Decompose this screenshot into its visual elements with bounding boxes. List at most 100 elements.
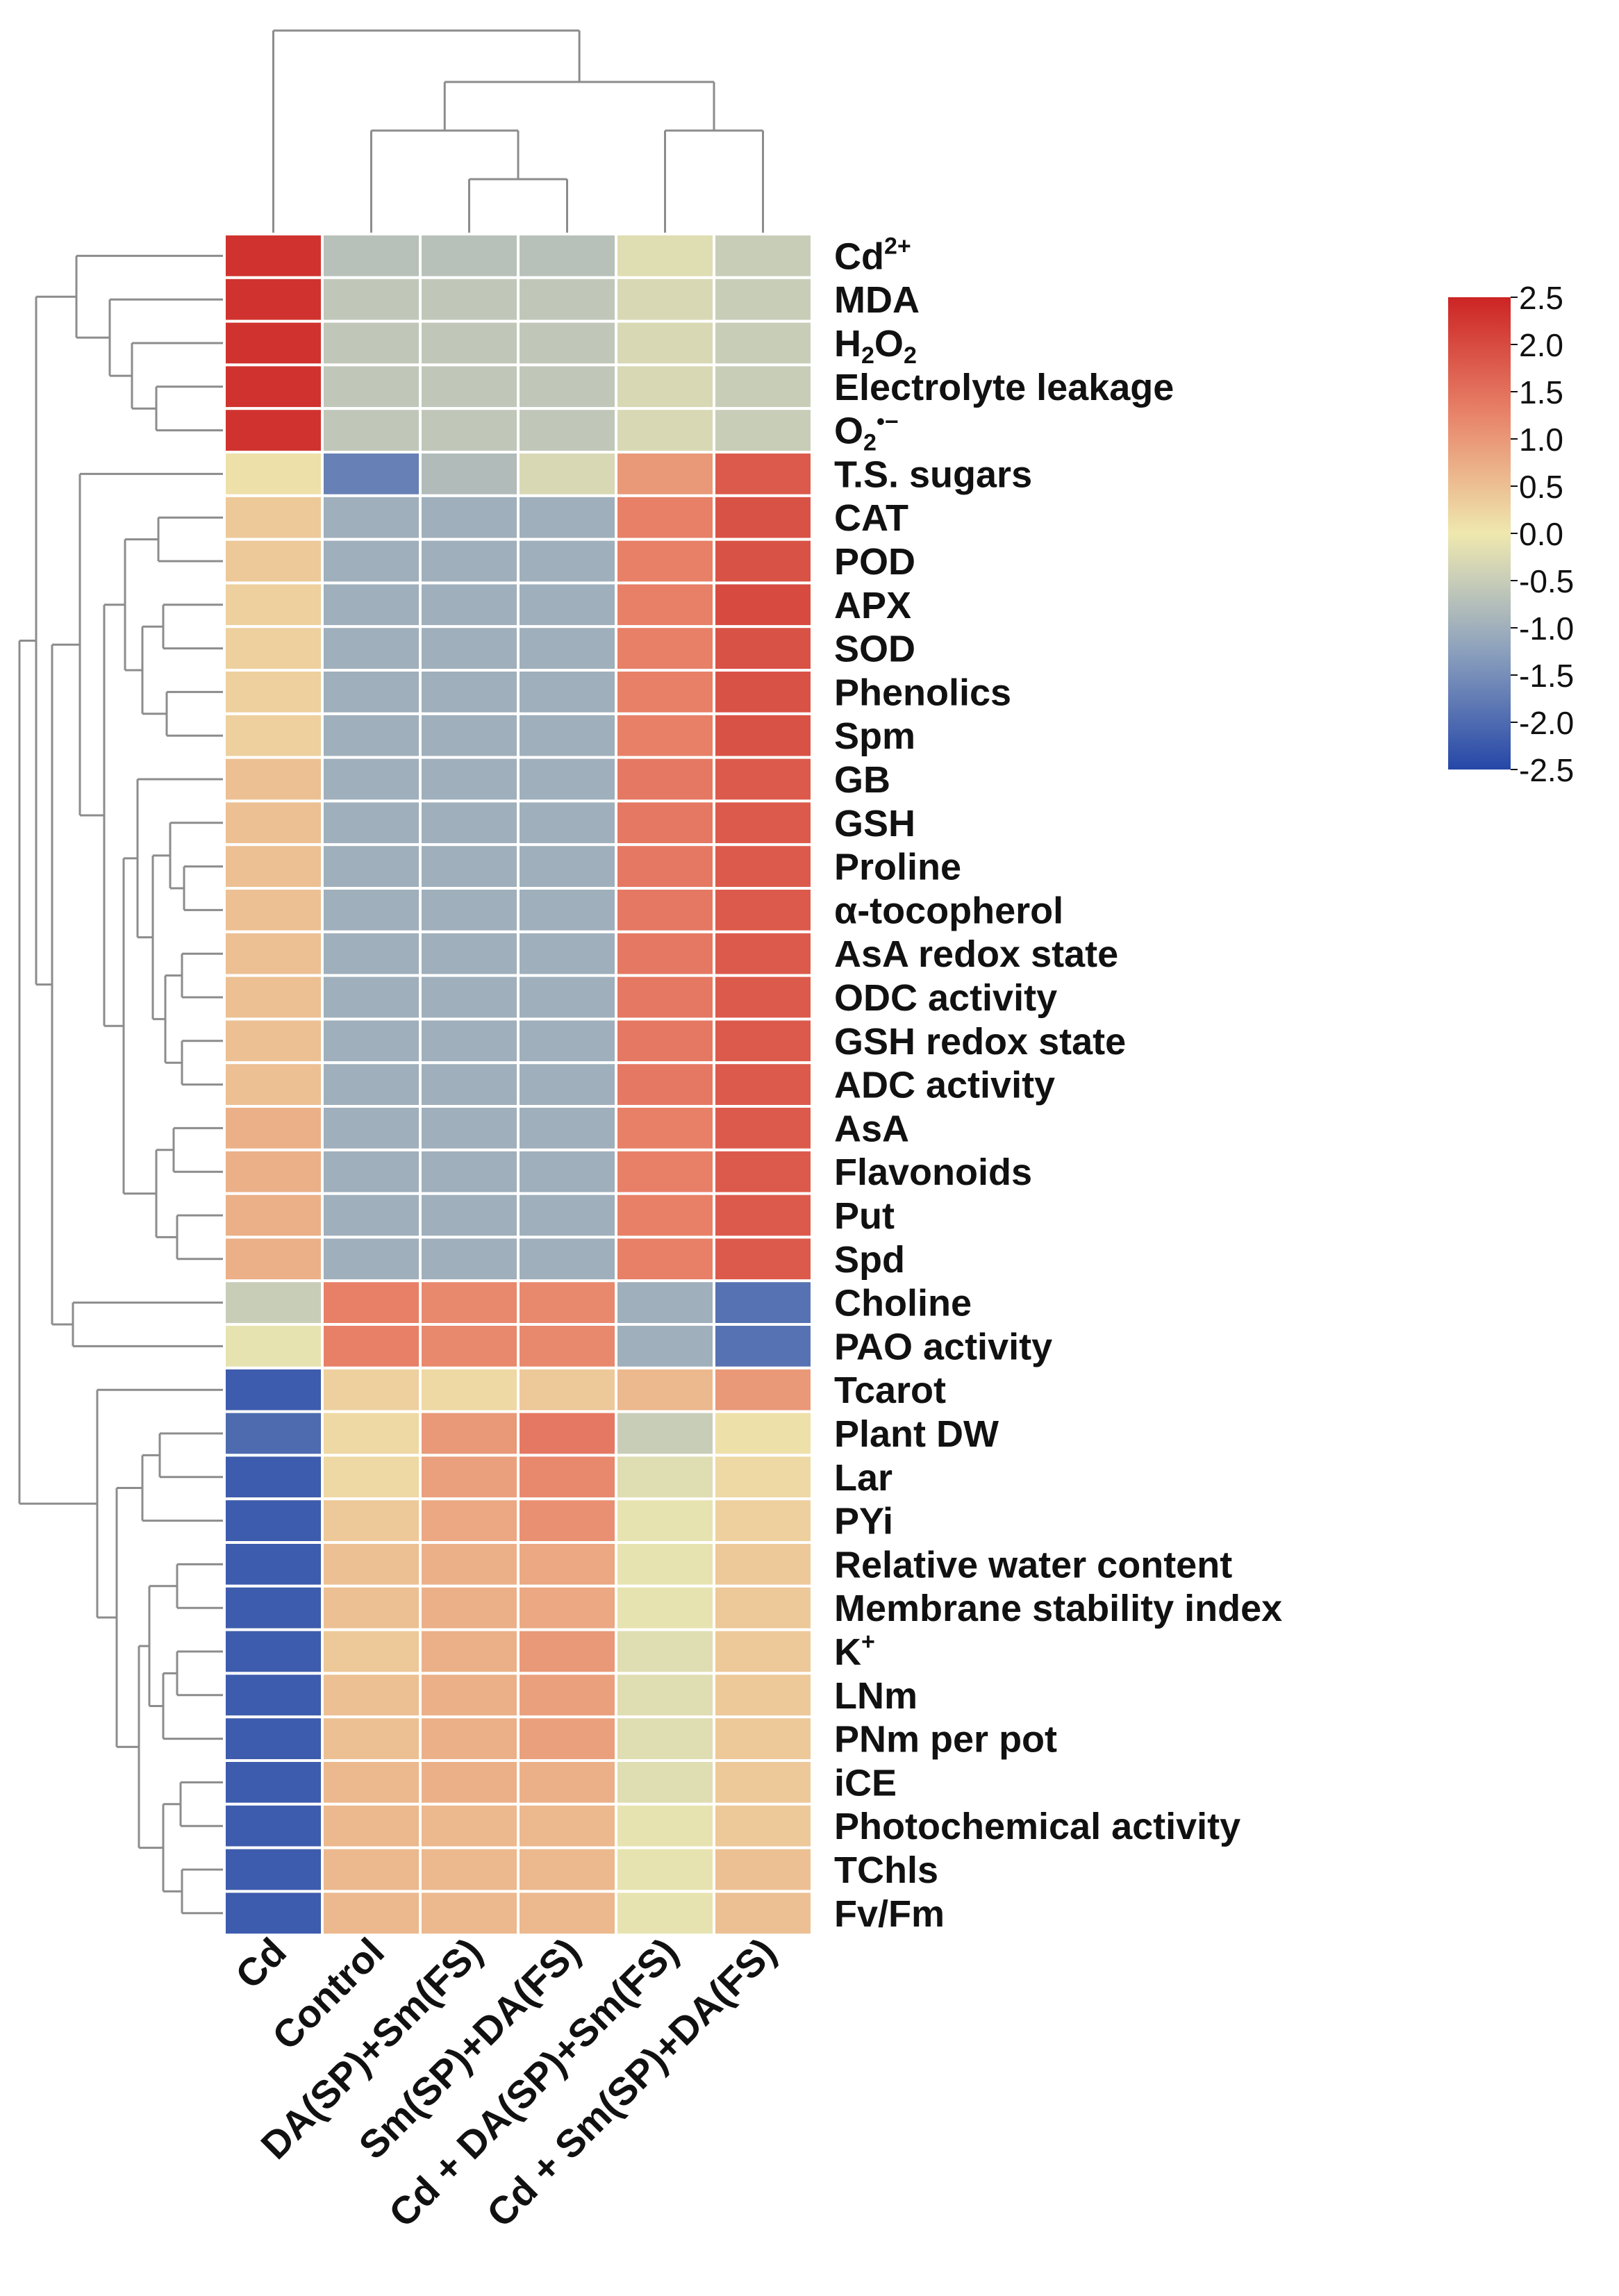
heatmap-cell xyxy=(223,974,324,1021)
heatmap-cell xyxy=(419,1410,520,1457)
heatmap-cell xyxy=(223,843,324,890)
row-label: Flavonoids xyxy=(834,1151,1032,1193)
heatmap-cell xyxy=(713,1628,813,1675)
heatmap-cell xyxy=(615,669,715,715)
heatmap-cell xyxy=(223,799,324,847)
heatmap-cell xyxy=(517,1890,617,1937)
heatmap-cell xyxy=(419,1497,520,1544)
heatmap-cell xyxy=(419,233,520,279)
heatmap-cell xyxy=(321,319,422,367)
row-label: GSH redox state xyxy=(834,1021,1126,1063)
color-legend-tick-label: 0.5 xyxy=(1519,469,1563,505)
heatmap-cell xyxy=(517,494,617,541)
heatmap-cell xyxy=(517,1584,617,1631)
row-label: SOD xyxy=(834,629,915,670)
heatmap-cell xyxy=(615,1584,715,1631)
heatmap-cell xyxy=(713,669,813,715)
row-label: Lar xyxy=(834,1457,892,1499)
heatmap-cell xyxy=(223,756,324,803)
heatmap-cell xyxy=(615,1890,715,1937)
heatmap-cell xyxy=(615,276,715,323)
heatmap-cell xyxy=(223,319,324,367)
heatmap-cell xyxy=(517,1236,617,1283)
heatmap-cell xyxy=(713,1584,813,1631)
row-label: K+ xyxy=(834,1629,875,1673)
heatmap-cell xyxy=(517,799,617,847)
heatmap-cell xyxy=(517,712,617,759)
row-label: GB xyxy=(834,759,890,801)
heatmap-cell xyxy=(321,494,422,541)
heatmap-cell xyxy=(321,1279,422,1326)
heatmap-cell xyxy=(713,1366,813,1413)
heatmap-cell xyxy=(419,1279,520,1326)
heatmap-cell xyxy=(419,1715,520,1762)
heatmap-cell xyxy=(517,319,617,367)
heatmap-cell xyxy=(321,276,422,323)
heatmap-cell xyxy=(615,1017,715,1065)
heatmap-cell xyxy=(615,1759,715,1806)
heatmap-cell xyxy=(713,1192,813,1239)
heatmap-cell xyxy=(419,974,520,1021)
heatmap-cell xyxy=(419,1454,520,1501)
heatmap-cell xyxy=(321,1105,422,1151)
heatmap-cell xyxy=(615,887,715,933)
heatmap-cell xyxy=(419,1628,520,1675)
heatmap-cell xyxy=(419,1541,520,1588)
heatmap-cell xyxy=(615,363,715,410)
heatmap-cell xyxy=(223,581,324,629)
heatmap-cell xyxy=(321,1323,422,1370)
heatmap-cell xyxy=(321,1541,422,1588)
heatmap-cell xyxy=(713,1759,813,1806)
heatmap-cell xyxy=(615,1715,715,1762)
heatmap-cell xyxy=(419,1148,520,1195)
row-label: AsA redox state xyxy=(834,933,1118,975)
heatmap-cell xyxy=(321,1017,422,1065)
row-label: H2O2 xyxy=(834,323,917,369)
row-label: Membrane stability index xyxy=(834,1588,1282,1629)
heatmap-cell xyxy=(223,1846,324,1893)
row-label: AsA xyxy=(834,1108,909,1149)
heatmap-cell xyxy=(615,974,715,1021)
heatmap-cell xyxy=(615,1236,715,1283)
heatmap-cell xyxy=(419,799,520,847)
heatmap-cell xyxy=(713,1497,813,1544)
heatmap-cell xyxy=(321,669,422,715)
heatmap-cell xyxy=(419,1192,520,1239)
heatmap-cell xyxy=(517,1672,617,1719)
heatmap-cell xyxy=(517,1497,617,1544)
heatmap-cell xyxy=(223,1802,324,1849)
heatmap-cell xyxy=(713,625,813,672)
heatmap-cell xyxy=(615,1323,715,1370)
heatmap-cell xyxy=(713,1279,813,1326)
heatmap-cell xyxy=(419,887,520,933)
row-label: PAO activity xyxy=(834,1326,1052,1367)
heatmap-cell xyxy=(713,1061,813,1108)
heatmap-cell xyxy=(419,276,520,323)
heatmap-cell xyxy=(223,669,324,715)
heatmap-cell xyxy=(615,451,715,497)
heatmap-cell xyxy=(713,363,813,410)
heatmap-cell xyxy=(713,1105,813,1151)
heatmap-cell xyxy=(419,1061,520,1108)
row-label: Tcarot xyxy=(834,1370,946,1411)
heatmap-cell xyxy=(713,233,813,279)
row-label: O2•− xyxy=(834,409,899,456)
color-legend-tick-label: -2.0 xyxy=(1519,705,1574,741)
heatmap-cell xyxy=(223,887,324,933)
heatmap-cell xyxy=(615,494,715,541)
heatmap-cell xyxy=(615,843,715,890)
column-label: Cd xyxy=(227,1929,294,1997)
heatmap-cell xyxy=(517,930,617,977)
heatmap-cell xyxy=(321,625,422,672)
heatmap-cell xyxy=(713,1454,813,1501)
heatmap-cell xyxy=(223,1410,324,1457)
heatmap-cell xyxy=(321,974,422,1021)
heatmap-cell xyxy=(713,276,813,323)
heatmap-cell xyxy=(321,712,422,759)
heatmap-cell xyxy=(419,1584,520,1631)
heatmap-cell xyxy=(713,1672,813,1719)
heatmap-cell xyxy=(223,1105,324,1151)
heatmap-cell xyxy=(615,1148,715,1195)
